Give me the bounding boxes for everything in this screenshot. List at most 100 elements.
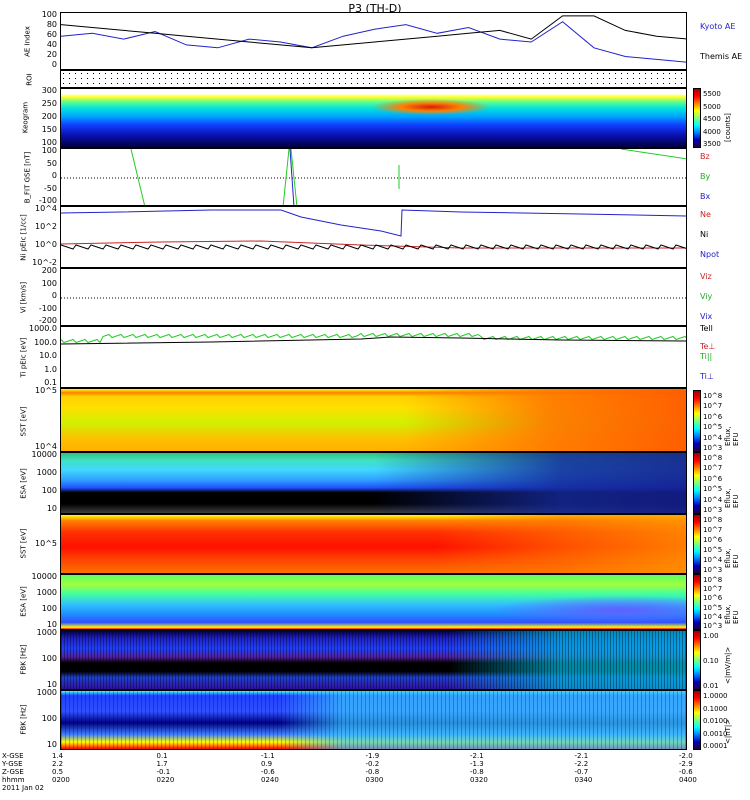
legend-viz: Viz <box>700 272 712 281</box>
y-tick-label: 10 <box>46 620 57 629</box>
legend-bz: Bz <box>700 152 710 161</box>
x-axis-value: -0.6 <box>679 768 693 776</box>
series-line-ne <box>61 240 686 249</box>
x-axis-value: -0.8 <box>365 768 380 776</box>
x-axis-value: -2.1 <box>470 752 484 760</box>
y-tick-label: 0 <box>51 171 57 180</box>
colorbar-tick-label: 10^4 <box>703 556 723 564</box>
legend-te-perp: Te⊥ <box>700 342 716 351</box>
y-tick-label: 20 <box>46 50 57 59</box>
bfield-panel <box>60 148 687 206</box>
bfield-plot <box>61 149 686 205</box>
x-axis-value: 0320 <box>470 776 488 784</box>
density-panel <box>60 206 687 268</box>
fbk1-panel <box>60 630 687 690</box>
y-tick-label: -50 <box>43 183 57 193</box>
y-tick-label: 10 <box>46 740 57 749</box>
x-axis-value: -0.1 <box>156 768 171 776</box>
y-tick-label: 10^4 <box>35 204 57 213</box>
colorbar-tick-label: 10^4 <box>703 495 723 504</box>
legend-bx: Bx <box>700 192 711 201</box>
series-line-npot <box>61 209 686 237</box>
y-tick-label: 100 <box>41 278 57 288</box>
x-axis-value: -2.9 <box>679 760 693 768</box>
x-axis-value: 0.1 <box>156 752 168 760</box>
colorbar-fbk2 <box>693 690 701 750</box>
velocity-plot <box>61 297 686 299</box>
roi-plot <box>61 71 686 87</box>
y-tick-label: 10^5 <box>35 386 57 395</box>
y-tick-label: 1000.0 <box>29 324 57 333</box>
colorbar-sst2 <box>693 514 701 574</box>
legend-ti-perp: Ti⊥ <box>700 372 714 381</box>
colorbar-tick-label: 10^6 <box>703 594 723 603</box>
y-tick-label: 10 <box>46 680 57 689</box>
legend-tell: Tell <box>700 324 713 333</box>
x-axis-value: 1.7 <box>156 760 168 768</box>
roi-panel <box>60 70 687 88</box>
legend-ni: Ni <box>700 230 709 239</box>
colorbar-tick-label: 10^3 <box>703 444 723 452</box>
y-tick-label: 100.0 <box>34 337 57 347</box>
x-axis-value: -0.2 <box>365 760 380 768</box>
velocity-panel <box>60 268 687 326</box>
colorbar-tick-label: 10^4 <box>703 433 723 442</box>
colorbar-tick-label: 10^4 <box>703 612 723 621</box>
ae-index-panel <box>60 12 687 70</box>
x-axis-row-label: hhmm <box>2 776 25 784</box>
y-tick-label: 40 <box>46 40 57 49</box>
y-tick-label: 0 <box>51 291 57 300</box>
y-tick-label: 10.0 <box>39 351 57 360</box>
colorbar-tick-label: 5500 <box>703 90 721 98</box>
y-tick-label: 300 <box>41 86 57 95</box>
y-tick-label: 50 <box>46 158 57 168</box>
series-line-ni <box>61 244 686 250</box>
x-axis-value: -1.1 <box>261 752 275 760</box>
colorbar-tick-label: 10^7 <box>703 526 723 534</box>
fbk2-panel <box>60 690 687 750</box>
colorbar-tick-label: 10^6 <box>703 474 723 483</box>
colorbar-tick-label: 5000 <box>703 102 721 111</box>
temperature-panel <box>60 326 687 388</box>
y-tick-label: 100 <box>41 138 57 147</box>
colorbar-tick-label: 10^8 <box>703 392 723 400</box>
ae-index-plot <box>61 15 686 63</box>
y-tick-label: 10^2 <box>35 222 57 231</box>
y-tick-label: 100 <box>41 654 57 663</box>
y-tick-label: 100 <box>41 146 57 155</box>
colorbar-label: [counts] <box>724 113 732 142</box>
x-axis-value: 0200 <box>52 776 70 784</box>
y-tick-label: 10^4 <box>35 442 57 451</box>
y-tick-label: 200 <box>41 266 57 275</box>
x-axis-value: -2.0 <box>679 752 693 760</box>
colorbar-tick-label: 10^3 <box>703 566 723 574</box>
colorbar-tick-label: 1.0000 <box>703 692 728 700</box>
x-axis-value: -0.6 <box>261 768 275 776</box>
colorbar-tick-label: 1.00 <box>703 632 719 640</box>
legend-npot: Npot <box>700 250 720 259</box>
y-tick-label: 10000 <box>31 450 57 459</box>
x-axis-row-label: X-GSE <box>2 752 24 760</box>
y-tick-label: 150 <box>41 125 57 134</box>
colorbar-tick-label: 0.01 <box>703 682 719 690</box>
ylabel-sst1: SST [eV] <box>19 406 28 437</box>
colorbar-keogram <box>693 88 701 148</box>
x-axis-row-label: Y-GSE <box>2 760 23 768</box>
y-tick-label: 1000 <box>36 468 57 477</box>
colorbar-tick-label: 0.0001 <box>703 742 728 750</box>
colorbar-esa1 <box>693 452 701 514</box>
y-tick-label: 10 <box>46 504 57 513</box>
y-tick-label: 100 <box>41 604 57 613</box>
colorbar-tick-label: 10^8 <box>703 516 723 524</box>
colorbar-tick-label: 10^7 <box>703 402 723 411</box>
x-axis-row-label: Z-GSE <box>2 768 24 776</box>
y-tick-label: 100 <box>41 486 57 495</box>
legend-ne: Ne <box>700 210 711 219</box>
legend-viy: Viy <box>700 292 713 301</box>
colorbar-tick-label: 10^5 <box>703 603 723 612</box>
colorbar-tick-label: 4000 <box>703 127 721 136</box>
y-tick-label: 250 <box>41 99 57 108</box>
colorbar-label: Eflux, EFU <box>724 488 740 508</box>
colorbar-esa2 <box>693 574 701 630</box>
colorbar-tick-label: 0.0010 <box>703 729 728 738</box>
